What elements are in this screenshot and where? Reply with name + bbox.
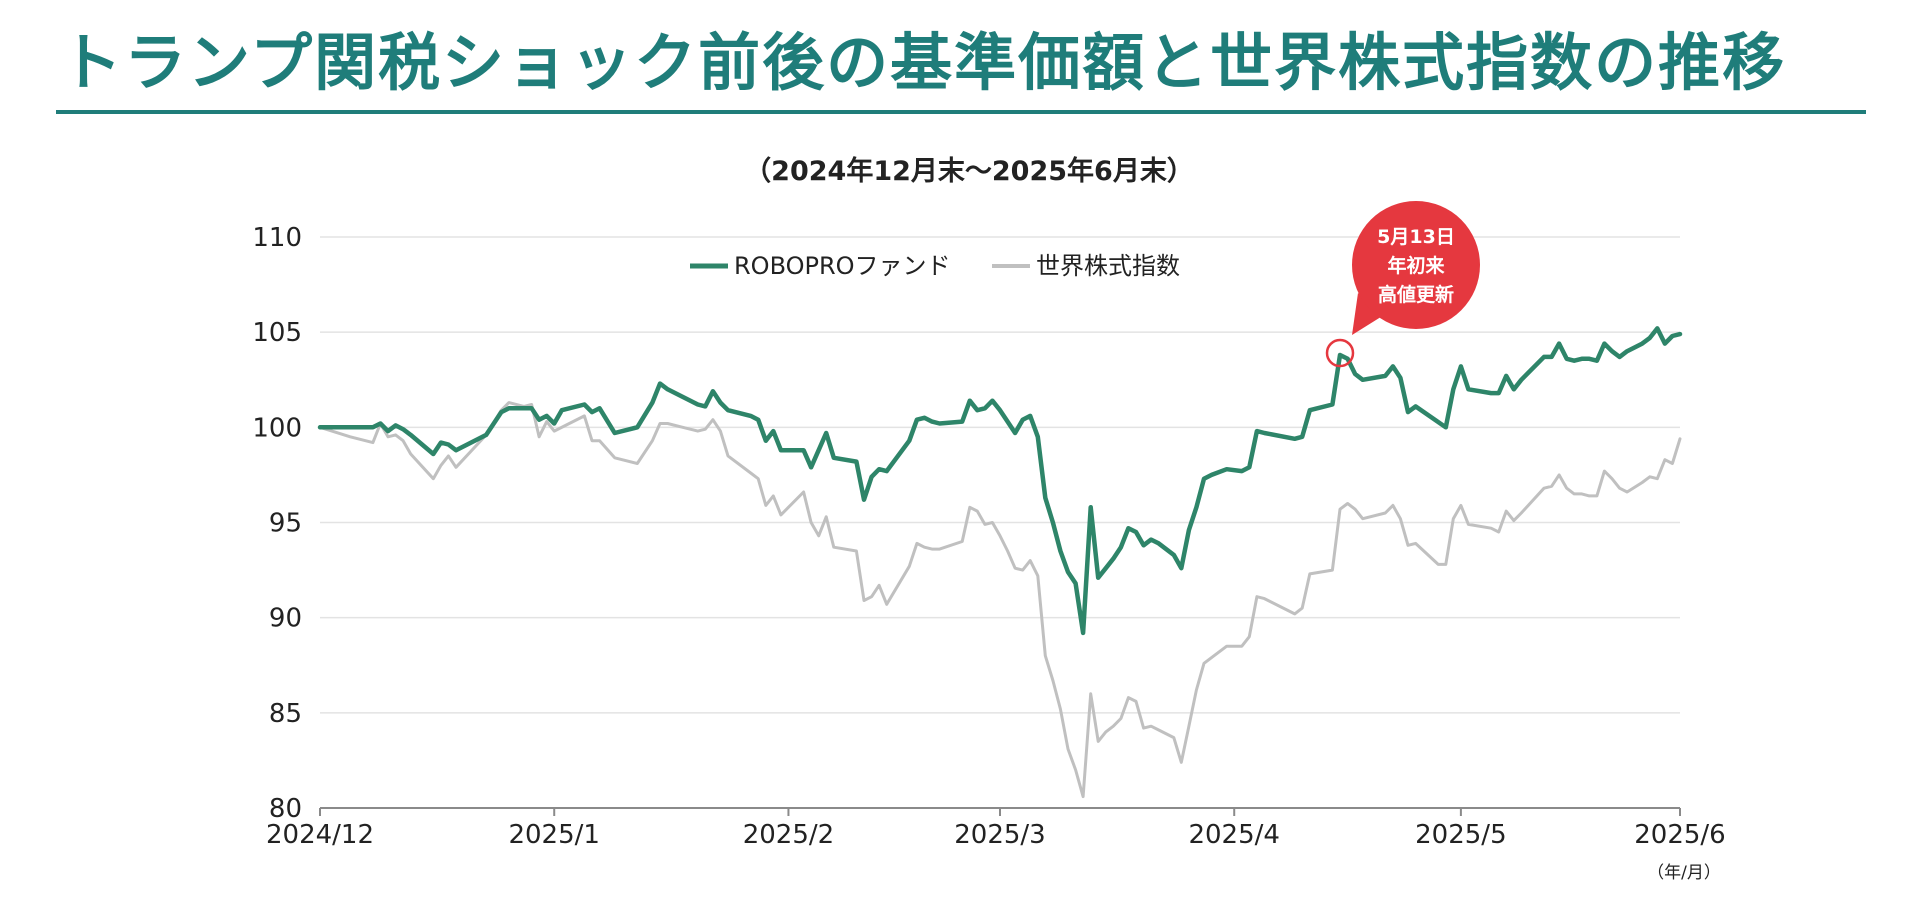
x-tick-label: 2025/4: [1188, 820, 1279, 850]
y-tick-label: 95: [269, 509, 302, 539]
x-axis: 2024/12 2025/1 2025/2 2025/3 2025/4 2025/5 202…: [266, 808, 1726, 850]
title-underline: [56, 110, 1866, 114]
x-tick-label: 2024/12: [266, 820, 374, 850]
series-lines: [317, 326, 1683, 799]
series-line-robopro: [317, 326, 1683, 636]
legend-label-world-index: 世界株式指数: [1036, 252, 1180, 280]
callout-pointer: [1352, 293, 1384, 336]
x-tick-label: 2025/2: [743, 820, 834, 850]
y-tick-label: 85: [269, 699, 302, 729]
callout-bubble: [1352, 201, 1480, 329]
legend: ROBOPROファンド 世界株式指数: [690, 252, 1180, 280]
callout-text-line: 高値更新: [1378, 283, 1454, 306]
x-tick-label: 2025/6: [1634, 820, 1725, 850]
legend-label-robopro: ROBOPROファンド: [734, 252, 951, 280]
x-axis-unit: （年/月）: [1647, 863, 1721, 883]
grid-lines: [320, 236, 1680, 809]
callout-marker: [1325, 338, 1355, 368]
callout-text-line: 5月13日: [1377, 226, 1455, 248]
x-tick-label: 2025/5: [1415, 820, 1506, 850]
x-tick-label: 2025/3: [954, 820, 1045, 850]
y-tick-label: 100: [252, 413, 302, 443]
callout-text-line: 年初来: [1387, 254, 1444, 277]
series-line-world-index: [318, 401, 1682, 799]
y-tick-label: 80: [269, 794, 302, 824]
y-tick-label: 110: [252, 223, 302, 253]
chart-subtitle: （2024年12月末〜2025年6月末）: [744, 155, 1194, 187]
y-axis-labels: 80 85 90 95 100 105 110: [252, 223, 302, 824]
y-tick-label: 105: [252, 318, 302, 348]
x-tick-label: 2025/1: [508, 820, 599, 850]
page-title: トランプ関税ショック前後の基準価額と世界株式指数の推移: [60, 26, 1787, 99]
y-tick-label: 90: [269, 604, 302, 634]
